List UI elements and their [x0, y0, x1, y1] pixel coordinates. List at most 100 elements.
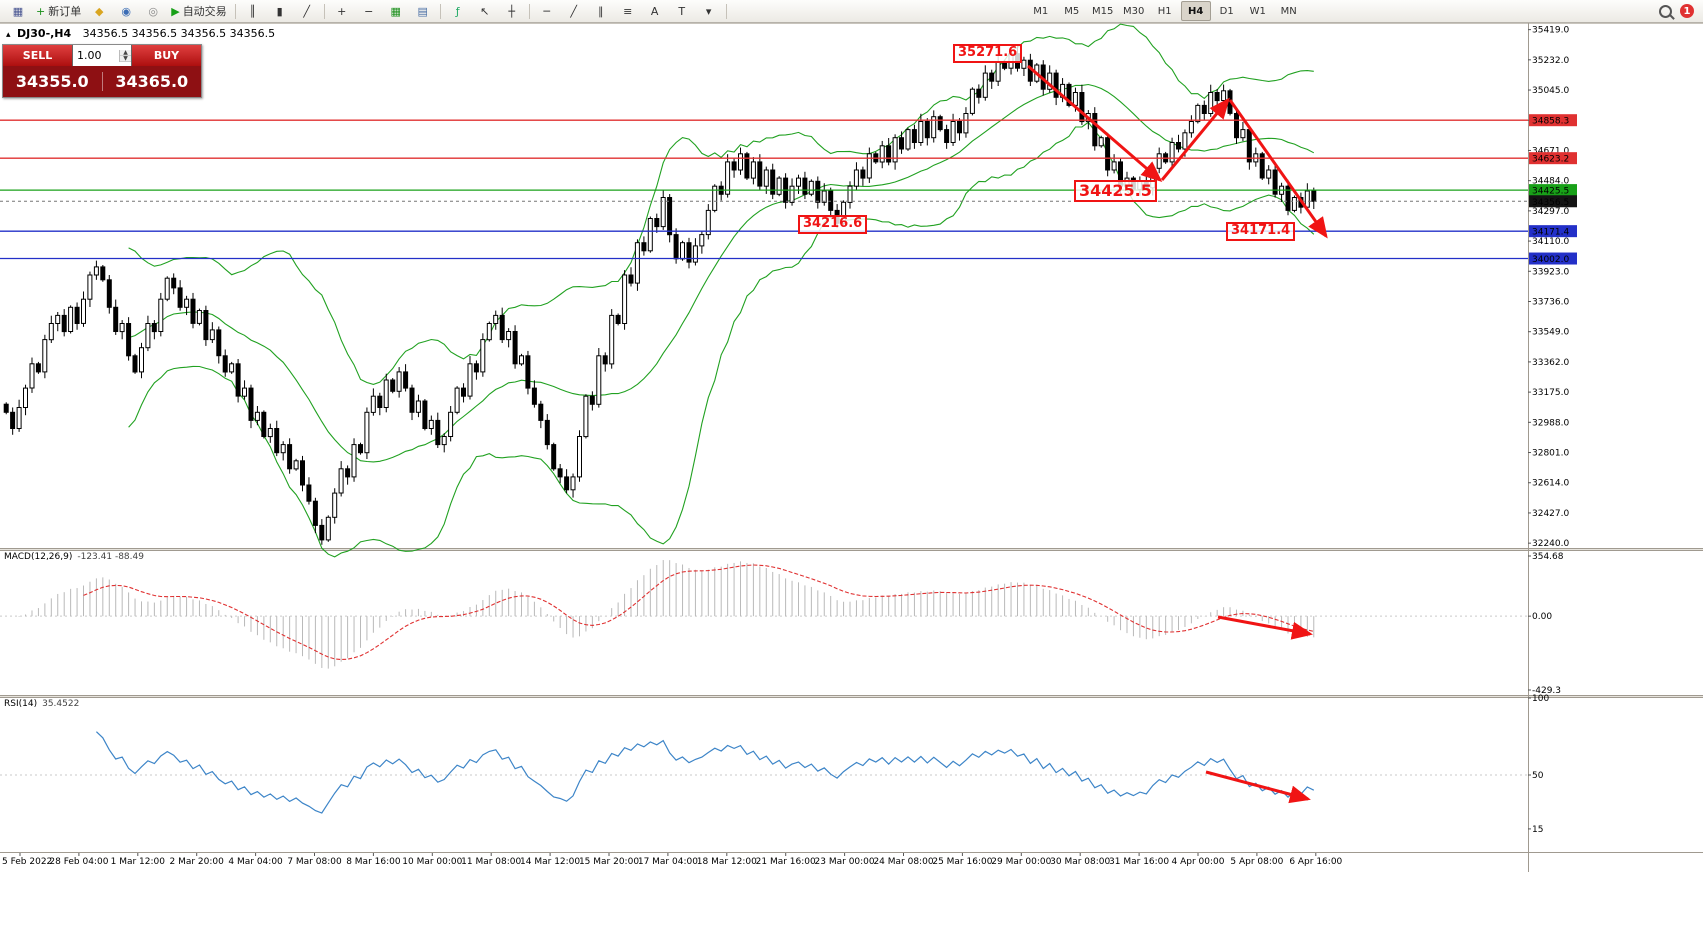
community-icon[interactable]: ◉ [113, 1, 139, 22]
cursor-icon[interactable]: ↖ [472, 1, 498, 22]
candle-body [306, 484, 312, 502]
timeframe-h1[interactable]: H1 [1157, 5, 1172, 17]
timeframe-mn[interactable]: MN [1280, 5, 1297, 17]
help-icon: ◎ [148, 4, 159, 18]
candle-body [1234, 113, 1239, 139]
candle-body [203, 310, 209, 341]
timeframe-d1[interactable]: D1 [1219, 5, 1234, 17]
trend-arrow[interactable] [1217, 615, 1313, 640]
sell-button[interactable]: SELL [3, 45, 72, 66]
candle-body [602, 355, 608, 365]
arrange-windows-icon[interactable]: ▤ [410, 1, 436, 22]
fibonacci-icon[interactable]: ≡ [615, 1, 641, 22]
trend-arrow[interactable] [1228, 99, 1328, 239]
timeframe-m30[interactable]: M30 [1123, 5, 1145, 17]
equidistant-channel-icon[interactable]: ∥ [588, 1, 614, 22]
price-tag [1529, 225, 1577, 238]
text-label-icon[interactable]: T [669, 1, 695, 22]
candle-body [499, 314, 505, 341]
candle-body [531, 387, 537, 405]
candle-body [841, 201, 847, 224]
line-chart-icon: ╱ [303, 4, 310, 18]
trend-arrow[interactable] [1205, 770, 1311, 804]
time-axis-label: 10 Mar 00:00 [402, 857, 462, 867]
shapes-dropdown-icon[interactable]: ▾ [696, 1, 722, 22]
chart-window-icon[interactable]: ▦ [5, 1, 31, 22]
horizontal-line-icon[interactable]: ─ [534, 1, 560, 22]
price-tag-value: 34425.5 [1532, 187, 1569, 197]
rsi-label: RSI(14) 35.4522 [4, 699, 80, 709]
line-chart-icon[interactable]: ╱ [294, 1, 320, 22]
crosshair-icon[interactable]: ┼ [499, 1, 525, 22]
candle-body [647, 218, 653, 252]
candle-body [808, 180, 814, 195]
time-axis-label: 5 Apr 08:00 [1230, 857, 1283, 867]
candle-body [87, 274, 93, 300]
trendline-icon[interactable]: ╱ [561, 1, 587, 22]
candle-body [551, 444, 557, 470]
tile-windows-icon[interactable]: ▦ [383, 1, 409, 22]
price-axis-label: 33175.0 [1532, 388, 1569, 398]
macd-signal-line [83, 564, 1314, 661]
panel-splitter[interactable] [0, 548, 1703, 551]
time-axis-label: 4 Mar 04:00 [228, 857, 283, 867]
candle-body [1176, 142, 1181, 150]
mql5-icon[interactable]: ◆ [86, 1, 112, 22]
timeframe-buttons: M1 M5 M15 M30 H1 H4 D1 W1 MN [1026, 1, 1304, 21]
trend-arrow[interactable] [1160, 97, 1230, 181]
timeframe-m5[interactable]: M5 [1064, 5, 1080, 17]
candle-body [1259, 153, 1265, 179]
price-axis-label: 35232.0 [1532, 56, 1569, 66]
candle-body [3, 403, 9, 413]
timeframe-m15[interactable]: M15 [1092, 5, 1114, 17]
zoom-out-icon[interactable]: − [356, 1, 382, 22]
price-tag [1529, 184, 1577, 197]
candle-body [1130, 177, 1136, 190]
zoom-out-icon: − [364, 4, 374, 18]
candle-body [1021, 59, 1027, 69]
search-icon[interactable] [1659, 4, 1672, 18]
volume-value: 1.00 [77, 49, 102, 62]
volume-stepper[interactable]: ▲ ▼ [119, 49, 131, 62]
candle-body [853, 169, 859, 187]
zoom-in-icon[interactable]: + [329, 1, 355, 22]
panel-splitter[interactable] [0, 695, 1703, 698]
candle-body [1188, 121, 1194, 134]
candle-body [1072, 92, 1078, 106]
price-axis-label: 34484.0 [1532, 177, 1569, 187]
candle-body [261, 411, 267, 437]
toolbar-right: 1 [1659, 4, 1698, 18]
autotrade-button[interactable]: ▶ 自动交易 [167, 1, 230, 22]
candle-body [1079, 92, 1085, 123]
candle-body [834, 209, 840, 224]
timeframe-h4[interactable]: H4 [1180, 1, 1211, 21]
volume-up-icon[interactable]: ▲ [120, 49, 131, 56]
candle-body [119, 323, 125, 333]
time-axis-label: 30 Mar 08:00 [1050, 857, 1110, 867]
candle-body [860, 169, 866, 179]
candle-body [377, 395, 383, 409]
text-icon[interactable]: A [642, 1, 668, 22]
price-axis-label: 33923.0 [1532, 267, 1569, 277]
candle-body [68, 306, 74, 332]
new-order-button[interactable]: + 新订单 [32, 1, 85, 22]
time-axis-label: 8 Mar 16:00 [346, 857, 401, 867]
timeframe-w1[interactable]: W1 [1249, 5, 1266, 17]
bar-chart-icon[interactable]: ║ [240, 1, 266, 22]
candle-body [1098, 137, 1104, 147]
candlestick-chart-icon[interactable]: ▮ [267, 1, 293, 22]
trend-arrow[interactable] [1027, 64, 1163, 182]
notification-badge[interactable]: 1 [1680, 4, 1694, 18]
buy-button[interactable]: BUY [132, 45, 201, 66]
timeframe-m1[interactable]: M1 [1033, 5, 1049, 17]
candle-body [564, 476, 570, 491]
volume-input[interactable]: 1.00 ▲ ▼ [72, 45, 132, 66]
indicators-icon[interactable]: ƒ [445, 1, 471, 22]
volume-down-icon[interactable]: ▼ [120, 55, 131, 62]
help-icon[interactable]: ◎ [140, 1, 166, 22]
candle-body [622, 274, 628, 324]
candle-body [196, 310, 202, 324]
candle-body [493, 314, 499, 324]
price-tag [1529, 195, 1577, 208]
